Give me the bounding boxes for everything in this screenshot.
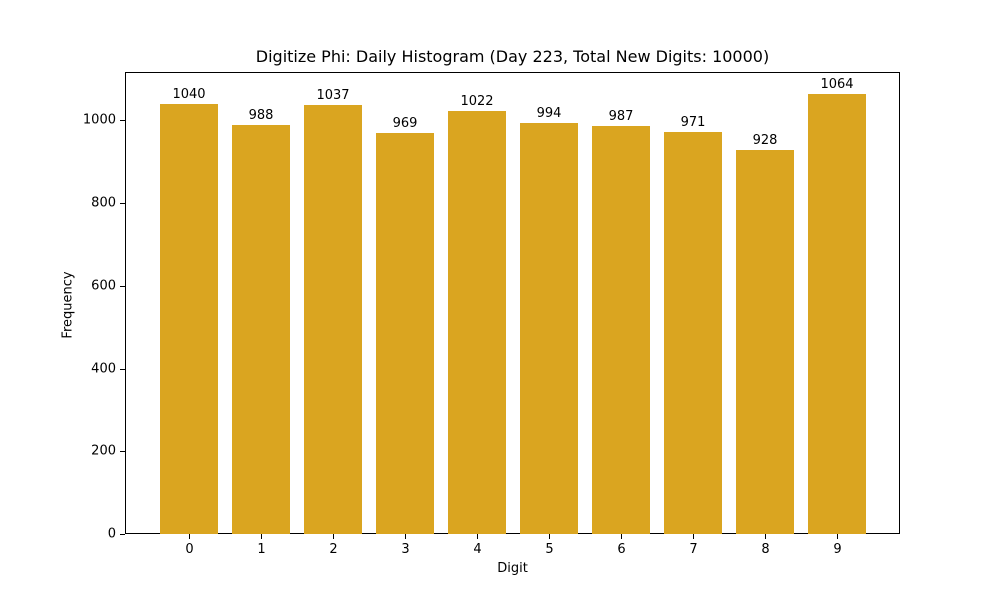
bar-value-label: 994	[536, 105, 562, 121]
x-tick-label: 6	[617, 542, 626, 557]
bar-digit-5	[520, 122, 578, 534]
x-tick-label: 3	[401, 542, 410, 557]
y-tick-label: 1000	[82, 112, 116, 128]
bar-value-label: 969	[392, 116, 418, 132]
y-tick-label: 200	[91, 443, 116, 459]
y-tick	[120, 203, 125, 204]
y-tick	[120, 534, 125, 535]
x-tick	[189, 534, 190, 539]
bar-digit-9	[808, 93, 866, 534]
bar-value-label: 1064	[820, 76, 854, 92]
bar-digit-0	[160, 103, 218, 534]
x-tick-label: 9	[833, 542, 842, 557]
bar-value-label: 1037	[316, 88, 350, 104]
x-tick	[261, 534, 262, 539]
x-tick-label: 5	[545, 542, 554, 557]
x-tick	[693, 534, 694, 539]
bar-digit-1	[232, 125, 290, 534]
y-tick-label: 0	[107, 526, 116, 542]
y-tick	[120, 369, 125, 370]
x-tick	[405, 534, 406, 539]
y-tick	[120, 451, 125, 452]
x-tick-label: 7	[689, 542, 698, 557]
x-tick	[837, 534, 838, 539]
x-tick	[621, 534, 622, 539]
bar-digit-2	[304, 105, 362, 534]
bar-value-label: 987	[608, 108, 634, 124]
plot-area	[125, 72, 900, 534]
x-tick-label: 8	[761, 542, 770, 557]
bar-value-label: 1022	[460, 94, 494, 110]
x-tick-label: 0	[185, 542, 194, 557]
chart-title: Digitize Phi: Daily Histogram (Day 223, …	[255, 47, 770, 66]
bar-value-label: 971	[680, 115, 706, 131]
bar-digit-4	[448, 111, 506, 534]
x-tick	[477, 534, 478, 539]
y-tick	[120, 120, 125, 121]
y-tick-label: 400	[91, 361, 116, 377]
x-axis-label: Digit	[497, 561, 528, 576]
bar-value-label: 988	[248, 108, 274, 124]
x-tick	[765, 534, 766, 539]
x-tick-label: 4	[473, 542, 482, 557]
bar-value-label: 928	[752, 133, 778, 149]
y-tick	[120, 286, 125, 287]
y-tick-label: 600	[91, 278, 116, 294]
bar-digit-6	[592, 125, 650, 534]
x-tick-label: 2	[329, 542, 338, 557]
y-tick-label: 800	[91, 195, 116, 211]
bar-value-label: 1040	[172, 86, 206, 102]
bar-digit-8	[736, 150, 794, 534]
x-tick	[549, 534, 550, 539]
x-tick	[333, 534, 334, 539]
x-tick-label: 1	[257, 542, 266, 557]
bar-digit-7	[664, 132, 722, 534]
y-axis-label: Frequency	[60, 271, 76, 339]
bar-digit-3	[376, 133, 434, 534]
